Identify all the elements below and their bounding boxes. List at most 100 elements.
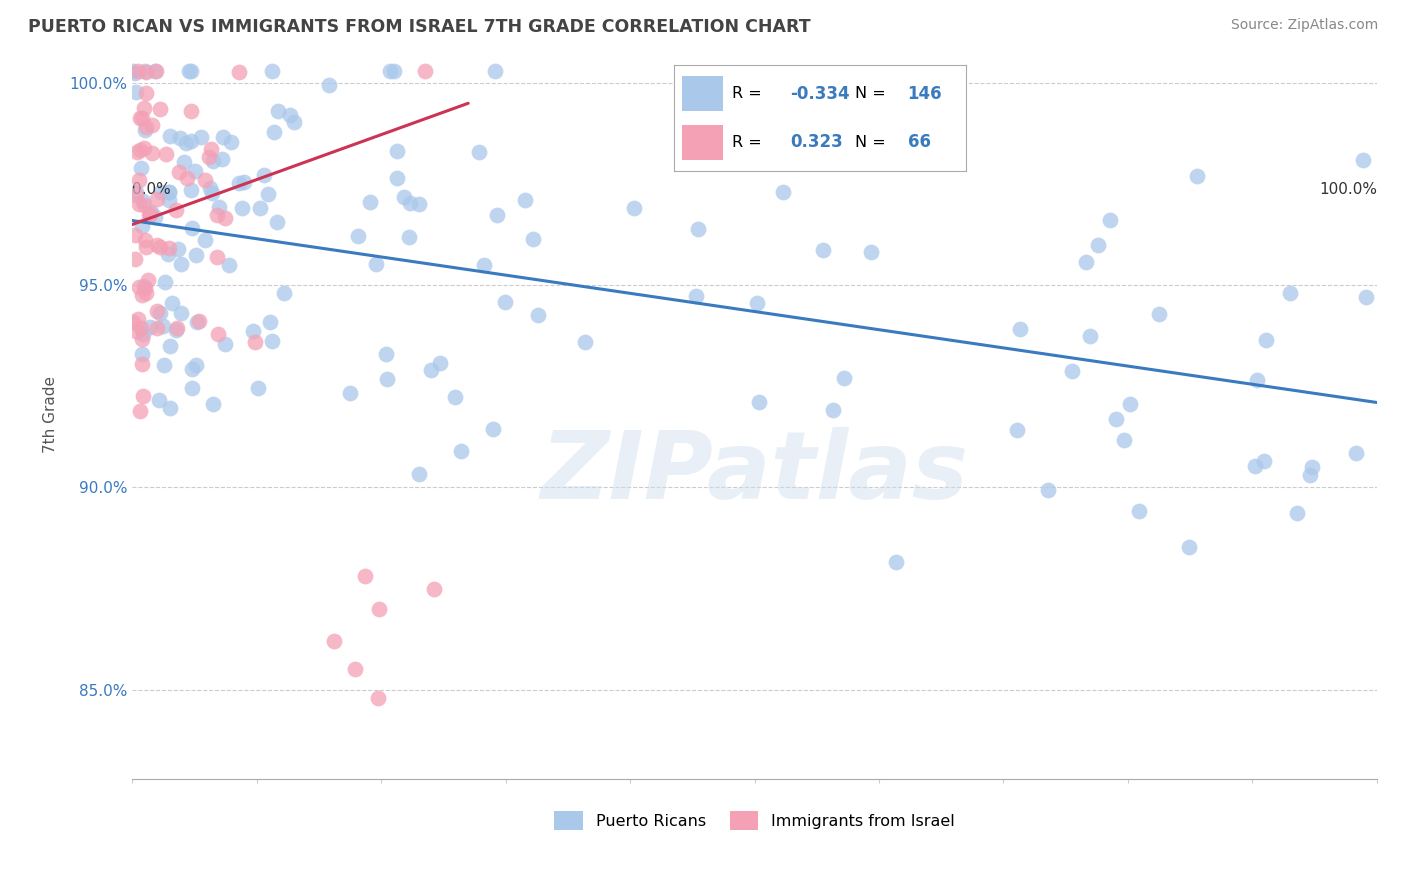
Point: [201, 154, 224, 169]
Point: [515, 194, 537, 208]
Point: [211, 153, 233, 167]
Point: [187, 313, 209, 327]
Point: [1351, 153, 1374, 168]
Point: [157, 193, 180, 207]
Point: [346, 229, 368, 244]
Point: [160, 296, 183, 310]
Point: [832, 371, 855, 385]
Point: [131, 288, 153, 302]
Point: [122, 315, 145, 329]
Point: [429, 355, 451, 369]
Point: [149, 306, 172, 320]
Point: [180, 63, 202, 78]
Point: [129, 143, 152, 157]
Point: [378, 63, 401, 78]
Point: [1279, 286, 1302, 301]
Point: [153, 358, 176, 372]
Point: [1098, 213, 1121, 227]
Point: [387, 171, 409, 186]
Point: [1076, 255, 1098, 269]
Point: [128, 173, 150, 187]
Point: [382, 63, 405, 78]
Point: [1105, 412, 1128, 426]
Point: [131, 112, 153, 126]
Point: [127, 145, 149, 159]
Point: [686, 222, 709, 236]
Point: [231, 201, 253, 215]
Point: [283, 114, 305, 128]
Point: [124, 252, 146, 266]
Point: [375, 346, 398, 360]
Point: [364, 257, 387, 271]
Point: [135, 87, 157, 101]
Point: [423, 582, 446, 596]
Point: [218, 258, 240, 272]
Point: [165, 202, 187, 217]
Point: [1243, 458, 1265, 473]
Point: [354, 569, 377, 583]
Point: [148, 392, 170, 407]
Point: [214, 211, 236, 225]
Point: [150, 185, 173, 199]
Point: [685, 289, 707, 303]
Point: [122, 63, 145, 78]
Point: [159, 339, 181, 353]
Point: [173, 154, 195, 169]
Point: [368, 601, 391, 615]
Point: [159, 401, 181, 415]
Point: [522, 231, 544, 245]
Point: [1254, 334, 1277, 348]
Point: [408, 467, 430, 481]
Point: [623, 201, 645, 215]
Point: [266, 215, 288, 229]
Point: [886, 555, 908, 569]
Point: [1355, 290, 1378, 304]
Point: [1118, 397, 1140, 411]
Point: [146, 192, 169, 206]
Point: [136, 273, 159, 287]
Point: [399, 196, 422, 211]
Point: [132, 101, 155, 115]
Point: [420, 363, 443, 377]
Point: [1128, 503, 1150, 517]
Text: 100.0%: 100.0%: [1319, 182, 1376, 197]
Point: [169, 165, 191, 179]
Point: [159, 129, 181, 144]
Point: [176, 171, 198, 186]
Point: [246, 381, 269, 395]
Point: [139, 205, 162, 219]
Point: [323, 634, 346, 648]
Point: [359, 194, 381, 209]
Y-axis label: 7th Grade: 7th Grade: [44, 376, 58, 453]
Point: [941, 91, 963, 105]
Point: [444, 390, 467, 404]
Point: [205, 250, 228, 264]
Point: [134, 281, 156, 295]
Point: [145, 63, 167, 78]
Point: [201, 186, 224, 200]
Point: [1007, 423, 1029, 437]
Point: [1178, 540, 1201, 554]
Point: [132, 141, 155, 155]
Text: PUERTO RICAN VS IMMIGRANTS FROM ISRAEL 7TH GRADE CORRELATION CHART: PUERTO RICAN VS IMMIGRANTS FROM ISRAEL 7…: [28, 18, 811, 36]
Point: [180, 184, 202, 198]
Point: [1149, 306, 1171, 320]
Point: [129, 161, 152, 176]
Point: [278, 108, 301, 122]
Point: [166, 242, 188, 256]
Point: [129, 320, 152, 334]
Point: [131, 347, 153, 361]
Point: [343, 662, 366, 676]
Point: [135, 286, 157, 301]
Point: [174, 136, 197, 151]
Point: [124, 66, 146, 80]
Point: [134, 233, 156, 247]
Point: [155, 147, 177, 161]
Point: [141, 146, 163, 161]
Point: [1087, 237, 1109, 252]
Point: [139, 206, 162, 220]
Point: [1038, 483, 1060, 498]
Point: [257, 186, 280, 201]
Point: [146, 304, 169, 318]
Point: [127, 63, 149, 78]
